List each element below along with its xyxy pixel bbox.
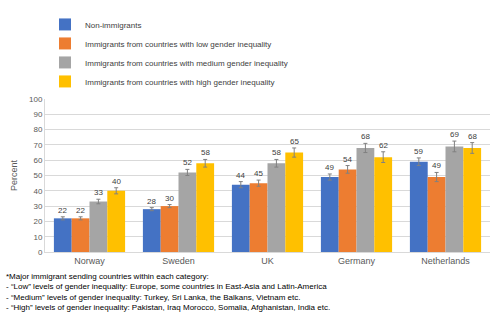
- svg-text:30: 30: [33, 202, 42, 211]
- svg-text:Immigrants from countries with: Immigrants from countries with medium ge…: [85, 59, 288, 68]
- svg-text:0: 0: [38, 248, 43, 257]
- svg-text:70: 70: [33, 141, 42, 150]
- svg-text:49: 49: [325, 163, 334, 172]
- svg-text:Immigrants from countries with: Immigrants from countries with high gend…: [85, 78, 274, 87]
- svg-text:22: 22: [76, 206, 85, 215]
- svg-text:44: 44: [236, 171, 245, 180]
- svg-text:40: 40: [33, 187, 42, 196]
- svg-text:22: 22: [58, 206, 67, 215]
- svg-text:Norway: Norway: [74, 256, 105, 266]
- svg-text:50: 50: [33, 171, 42, 180]
- svg-text:Non-immigrants: Non-immigrants: [85, 21, 141, 30]
- svg-text:33: 33: [94, 188, 103, 197]
- svg-text:40: 40: [112, 177, 121, 186]
- svg-text:69: 69: [450, 130, 459, 139]
- svg-text:65: 65: [290, 137, 299, 146]
- svg-text:Percent: Percent: [9, 159, 19, 191]
- svg-text:Germany: Germany: [338, 256, 376, 266]
- svg-text:60: 60: [33, 156, 42, 165]
- svg-text:Netherlands: Netherlands: [421, 256, 470, 266]
- svg-text:90: 90: [33, 110, 42, 119]
- svg-text:58: 58: [201, 148, 210, 157]
- svg-text:62: 62: [379, 141, 388, 150]
- svg-text:80: 80: [33, 125, 42, 134]
- svg-text:45: 45: [254, 169, 263, 178]
- svg-text:68: 68: [361, 132, 370, 141]
- svg-text:54: 54: [343, 155, 352, 164]
- svg-text:*Major immigrant sending count: *Major immigrant sending countries withi…: [6, 272, 330, 312]
- svg-text:UK: UK: [261, 256, 274, 266]
- svg-text:30: 30: [165, 194, 174, 203]
- svg-text:68: 68: [468, 132, 477, 141]
- svg-text:58: 58: [272, 148, 281, 157]
- svg-text:Immigrants from countries with: Immigrants from countries with low gende…: [85, 40, 271, 49]
- svg-text:52: 52: [183, 158, 192, 167]
- svg-text:28: 28: [147, 197, 156, 206]
- svg-text:Sweden: Sweden: [162, 256, 195, 266]
- svg-text:20: 20: [33, 217, 42, 226]
- svg-text:10: 10: [33, 233, 42, 242]
- svg-text:49: 49: [432, 161, 441, 170]
- svg-text:59: 59: [414, 147, 423, 156]
- svg-text:100: 100: [29, 95, 43, 104]
